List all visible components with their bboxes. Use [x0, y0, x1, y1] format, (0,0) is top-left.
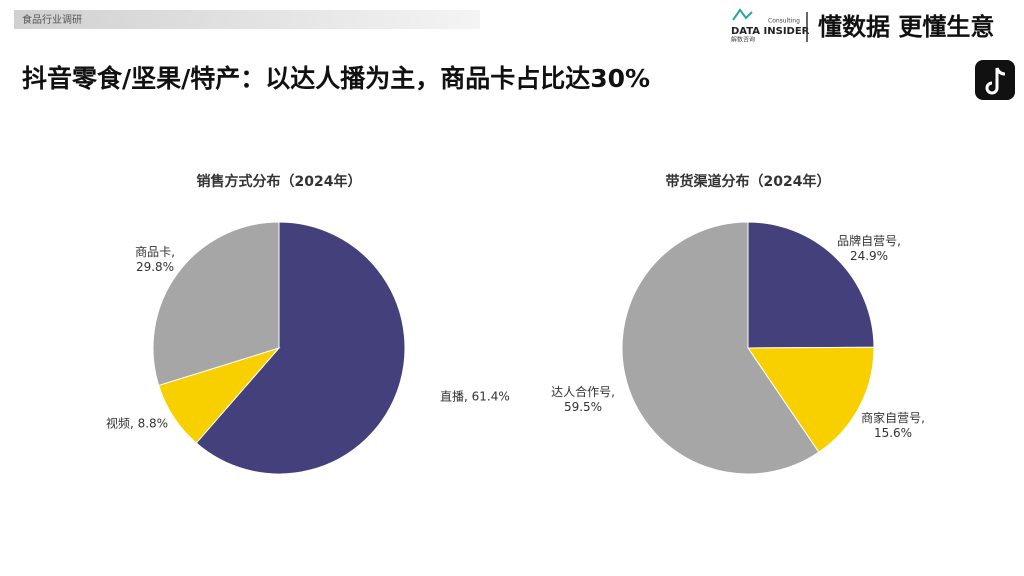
slogan: 懂数据 更懂生意: [818, 13, 994, 41]
pie-slice: [621, 221, 820, 475]
data-label-line: 商家自营号,: [861, 410, 925, 425]
data-label: 商家自营号, 15.6%: [861, 410, 925, 440]
data-label: 视频, 8.8%: [106, 416, 168, 431]
brand-cn: 解数咨询: [731, 36, 755, 44]
pie-slice: [747, 346, 875, 453]
data-label-line: 达人合作号,: [551, 384, 615, 399]
chart-title: 带货渠道分布（2024年）: [666, 173, 831, 190]
data-label: 达人合作号, 59.5%: [551, 384, 615, 414]
data-label-line: 15.6%: [874, 426, 912, 440]
section-label: 食品行业调研: [22, 13, 82, 26]
brand-small: Consulting: [768, 18, 800, 25]
data-label-line: 品牌自营号,: [837, 234, 901, 248]
data-label: 商品卡, 29.8%: [135, 244, 175, 274]
brand: DATA INSIDER: [731, 26, 810, 37]
data-label-line: 24.9%: [850, 249, 888, 263]
tiktok-glyph: [985, 67, 1006, 95]
logo-mark: [732, 8, 753, 21]
data-label: 直播, 61.4%: [440, 390, 510, 404]
pie-slice: [747, 221, 875, 349]
tiktok-icon: [975, 60, 1015, 100]
data-label-line: 59.5%: [564, 400, 602, 414]
pie-slice: [195, 221, 406, 475]
slide-title: 抖音零食/坚果/特产：以达人播为主，商品卡占比达30%: [22, 64, 650, 93]
data-label: 品牌自营号, 24.9%: [837, 234, 901, 263]
chart-title: 销售方式分布（2024年）: [197, 173, 362, 190]
data-label-line: 29.8%: [136, 260, 174, 274]
pie-slice: [152, 221, 280, 387]
data-label-line: 商品卡,: [135, 244, 175, 259]
header-bar: [14, 10, 480, 29]
